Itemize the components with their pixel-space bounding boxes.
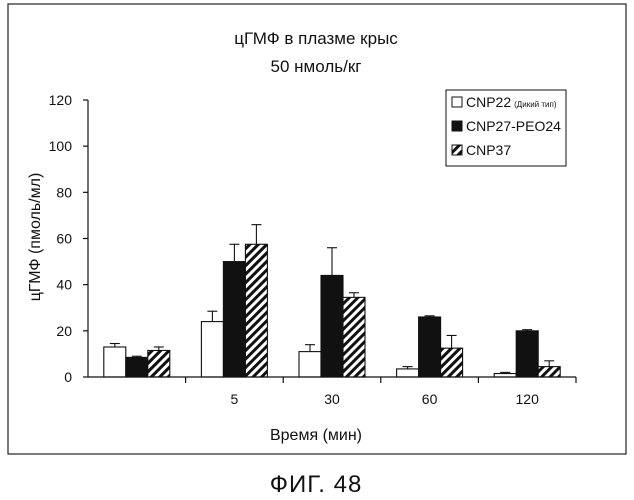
chart-subtitle: 50 нмоль/кг — [271, 57, 362, 76]
chart-title: цГМФ в плазме крыс — [234, 29, 398, 48]
figure-caption: ФИГ. 48 — [270, 471, 363, 498]
x-tick-label: 5 — [231, 391, 239, 407]
y-tick-label: 120 — [49, 92, 73, 108]
bar-cnp37 — [148, 350, 170, 377]
bar-cnp27-peo24 — [516, 331, 538, 377]
y-tick-label: 100 — [49, 138, 73, 154]
y-tick-label: 40 — [56, 277, 72, 293]
bar-cnp27-peo24 — [419, 317, 441, 377]
x-tick-label: 30 — [324, 391, 340, 407]
legend-label-cnp27-peo24: CNP27-PEO24 — [466, 118, 561, 134]
bar-cnp27-peo24 — [321, 275, 343, 377]
bar-cnp37 — [343, 297, 365, 377]
x-tick-label: 120 — [516, 391, 540, 407]
y-tick-label: 60 — [56, 231, 72, 247]
legend-swatch-cnp37 — [452, 145, 462, 155]
bar-cnp37 — [441, 348, 463, 377]
bar-cnp27-peo24 — [126, 357, 148, 377]
bar-cnp37 — [538, 367, 560, 377]
y-axis-label: цГМФ (пмоль/мл) — [27, 173, 44, 302]
legend: CNP22(Дикий тип) CNP27-PEO24 CNP37 — [446, 90, 566, 166]
x-axis-ticks: 5 30 60 120 — [186, 377, 576, 407]
x-tick-label: 60 — [422, 391, 438, 407]
y-axis-ticks: 0 20 40 60 80 100 120 — [49, 92, 88, 385]
legend-label-cnp37: CNP37 — [466, 142, 511, 158]
legend-swatch-cnp27-peo24 — [452, 121, 462, 131]
bar-cnp22 — [299, 352, 321, 377]
bars — [104, 225, 560, 377]
bar-cnp27-peo24 — [223, 262, 245, 377]
legend-swatch-cnp22 — [452, 97, 462, 107]
figure: цГМФ в плазме крыс 50 нмоль/кг цГМФ (пмо… — [0, 0, 634, 500]
bar-cnp22 — [201, 322, 223, 377]
y-tick-label: 0 — [64, 369, 72, 385]
bar-cnp22 — [397, 369, 419, 377]
y-tick-label: 80 — [56, 184, 72, 200]
x-axis-label: Время (мин) — [270, 427, 362, 444]
y-tick-label: 20 — [56, 323, 72, 339]
bar-cnp22 — [104, 347, 126, 377]
bar-cnp37 — [245, 244, 267, 377]
